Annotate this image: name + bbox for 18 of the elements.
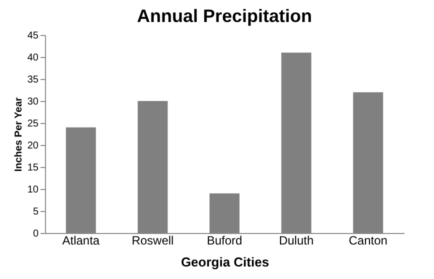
y-tick-label: 20 <box>27 140 39 152</box>
x-axis-title: Georgia Cities <box>180 254 270 270</box>
x-tick-label: Duluth <box>278 234 314 248</box>
x-tick-label: Buford <box>206 234 242 248</box>
y-tick-label: 0 <box>32 228 39 240</box>
y-tick-label: 35 <box>27 74 39 86</box>
y-tick-label: 30 <box>27 96 39 108</box>
x-tick-label: Canton <box>348 234 388 248</box>
y-tick-label: 45 <box>27 30 39 42</box>
y-tick-label: 15 <box>27 162 39 174</box>
x-tick-label: Atlanta <box>62 234 100 248</box>
y-axis-title: Inches Per Year <box>13 97 24 172</box>
y-tick-label: 25 <box>27 118 39 130</box>
y-tick-label: 5 <box>32 206 39 218</box>
x-tick-label: Roswell <box>132 234 174 248</box>
y-tick-label: 10 <box>27 184 39 196</box>
y-tick-label: 40 <box>27 52 39 64</box>
chart-title: Annual Precipitation <box>136 6 312 26</box>
